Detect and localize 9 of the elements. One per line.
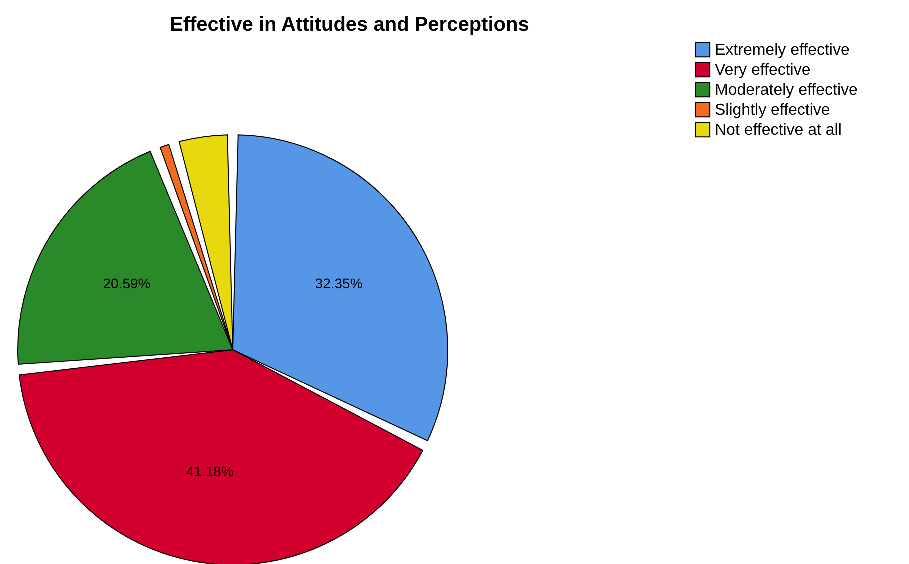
data-label: 32.35% bbox=[315, 275, 363, 292]
data-label: 20.59% bbox=[103, 275, 151, 292]
data-label: 41.18% bbox=[186, 464, 234, 480]
legend-label: Not effective at all bbox=[715, 122, 842, 139]
legend-label: Extremely effective bbox=[715, 42, 850, 59]
chart-title: Effective in Attitudes and Perceptions bbox=[170, 14, 530, 36]
legend-label: Moderately effective bbox=[715, 82, 858, 99]
legend-label: Very effective bbox=[715, 62, 811, 79]
legend-label: Slightly effective bbox=[715, 102, 830, 119]
